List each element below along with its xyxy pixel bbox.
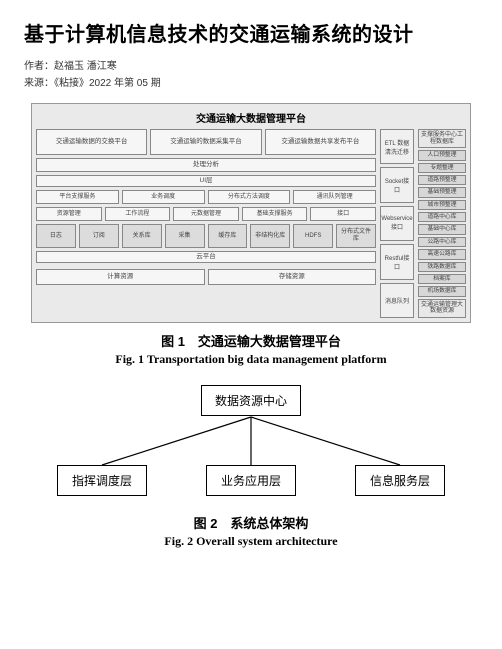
fig1-row1-cell: 交通运输的数据采集平台 xyxy=(150,129,261,155)
fig1-row6-cell: 缓存库 xyxy=(208,224,248,248)
fig2-node-child: 指挥调度层 xyxy=(57,465,147,496)
source-line: 来源：《粘接》2022 年第 05 期 xyxy=(24,74,478,89)
fig1-far-cell: 基础预整理 xyxy=(418,187,466,197)
figure-1-platform-diagram: 交通运输大数据管理平台 交通运输数据的交换平台 交通运输的数据采集平台 交通运输… xyxy=(31,103,471,323)
fig1-far-column: 支撑服务中心工程数据库 人口预整理 专题整理 道路预整理 基础预整理 城市预整理… xyxy=(418,129,466,318)
fig1-row2: 处理分析 xyxy=(36,158,376,172)
fig1-row5-cell: 基础支撑服务 xyxy=(242,207,308,221)
fig1-row4-cell: 通讯队列管理 xyxy=(293,190,376,204)
fig1-row6-cell: HDFS xyxy=(293,224,333,248)
fig1-side-cell: Restful接口 xyxy=(380,244,414,279)
fig1-far-cell: 基础中心库 xyxy=(418,224,466,234)
fig1-row4-cell: 平台支撑服务 xyxy=(36,190,119,204)
fig1-far-cell: 专题整理 xyxy=(418,163,466,173)
fig2-node-child: 业务应用层 xyxy=(206,465,296,496)
fig1-row8-cell: 存储资源 xyxy=(208,269,377,285)
fig1-side-cell: 消息队列 xyxy=(380,283,414,318)
fig1-far-cell: 铁路数据库 xyxy=(418,262,466,272)
fig1-row6-cell: 日志 xyxy=(36,224,76,248)
fig2-node-root: 数据资源中心 xyxy=(201,385,301,416)
fig1-far-cell: 道路预整理 xyxy=(418,175,466,185)
fig1-row4-cell: 业务调度 xyxy=(122,190,205,204)
fig1-row1-cell: 交通运输数据共享发布平台 xyxy=(265,129,376,155)
fig1-row6-cell: 非结构化库 xyxy=(250,224,290,248)
fig1-row6-cell: 订阅 xyxy=(79,224,119,248)
fig1-caption-en: Fig. 1 Transportation big data managemen… xyxy=(24,352,478,367)
fig1-row4-cell: 分布式方法调度 xyxy=(208,190,291,204)
fig1-row3: UI层 xyxy=(36,175,376,187)
fig1-far-cell: 道路中心库 xyxy=(418,212,466,222)
fig1-row7: 云平台 xyxy=(36,251,376,263)
figure-2-tree: 数据资源中心 指挥调度层 业务应用层 信息服务层 xyxy=(51,385,451,505)
fig2-node-child: 信息服务层 xyxy=(355,465,445,496)
fig1-side-cell: ETL 数据清洗迁移 xyxy=(380,129,414,164)
fig1-far-cell: 机场数据库 xyxy=(418,286,466,296)
fig2-caption-en: Fig. 2 Overall system architecture xyxy=(24,534,478,549)
fig1-row5-cell: 元数据管理 xyxy=(173,207,239,221)
fig1-row8-cell: 计算资源 xyxy=(36,269,205,285)
fig1-row5-cell: 工作流程 xyxy=(105,207,171,221)
fig2-caption-cn: 图 2 系统总体架构 xyxy=(24,513,478,532)
fig1-caption-cn: 图 1 交通运输大数据管理平台 xyxy=(24,331,478,350)
fig1-row5-cell: 接口 xyxy=(310,207,376,221)
fig1-title: 交通运输大数据管理平台 xyxy=(36,108,466,129)
fig1-far-cell: 高速公路库 xyxy=(418,249,466,259)
fig1-far-cell: 人口预整理 xyxy=(418,150,466,160)
fig1-far-head: 支撑服务中心工程数据库 xyxy=(418,129,466,148)
fig1-side-cell: Socket接口 xyxy=(380,167,414,202)
author-line: 作者：赵福玉 潘江寒 xyxy=(24,57,478,72)
fig1-far-foot: 交通运输管理大数据资源 xyxy=(418,299,466,318)
fig1-side-column: ETL 数据清洗迁移 Socket接口 Webservice接口 Restful… xyxy=(380,129,414,318)
fig1-row6-cell: 采集 xyxy=(165,224,205,248)
fig1-row5-cell: 资源管理 xyxy=(36,207,102,221)
fig1-far-cell: 档案库 xyxy=(418,274,466,284)
fig1-side-cell: Webservice接口 xyxy=(380,206,414,241)
fig1-row6-cell: 关系库 xyxy=(122,224,162,248)
page-title: 基于计算机信息技术的交通运输系统的设计 xyxy=(24,18,478,47)
fig1-main-column: 交通运输数据的交换平台 交通运输的数据采集平台 交通运输数据共享发布平台 处理分… xyxy=(36,129,376,318)
fig1-row6-cell: 分布式文件库 xyxy=(336,224,376,248)
fig1-row1-cell: 交通运输数据的交换平台 xyxy=(36,129,147,155)
fig1-far-cell: 城市预整理 xyxy=(418,200,466,210)
fig1-far-cell: 公路中心库 xyxy=(418,237,466,247)
